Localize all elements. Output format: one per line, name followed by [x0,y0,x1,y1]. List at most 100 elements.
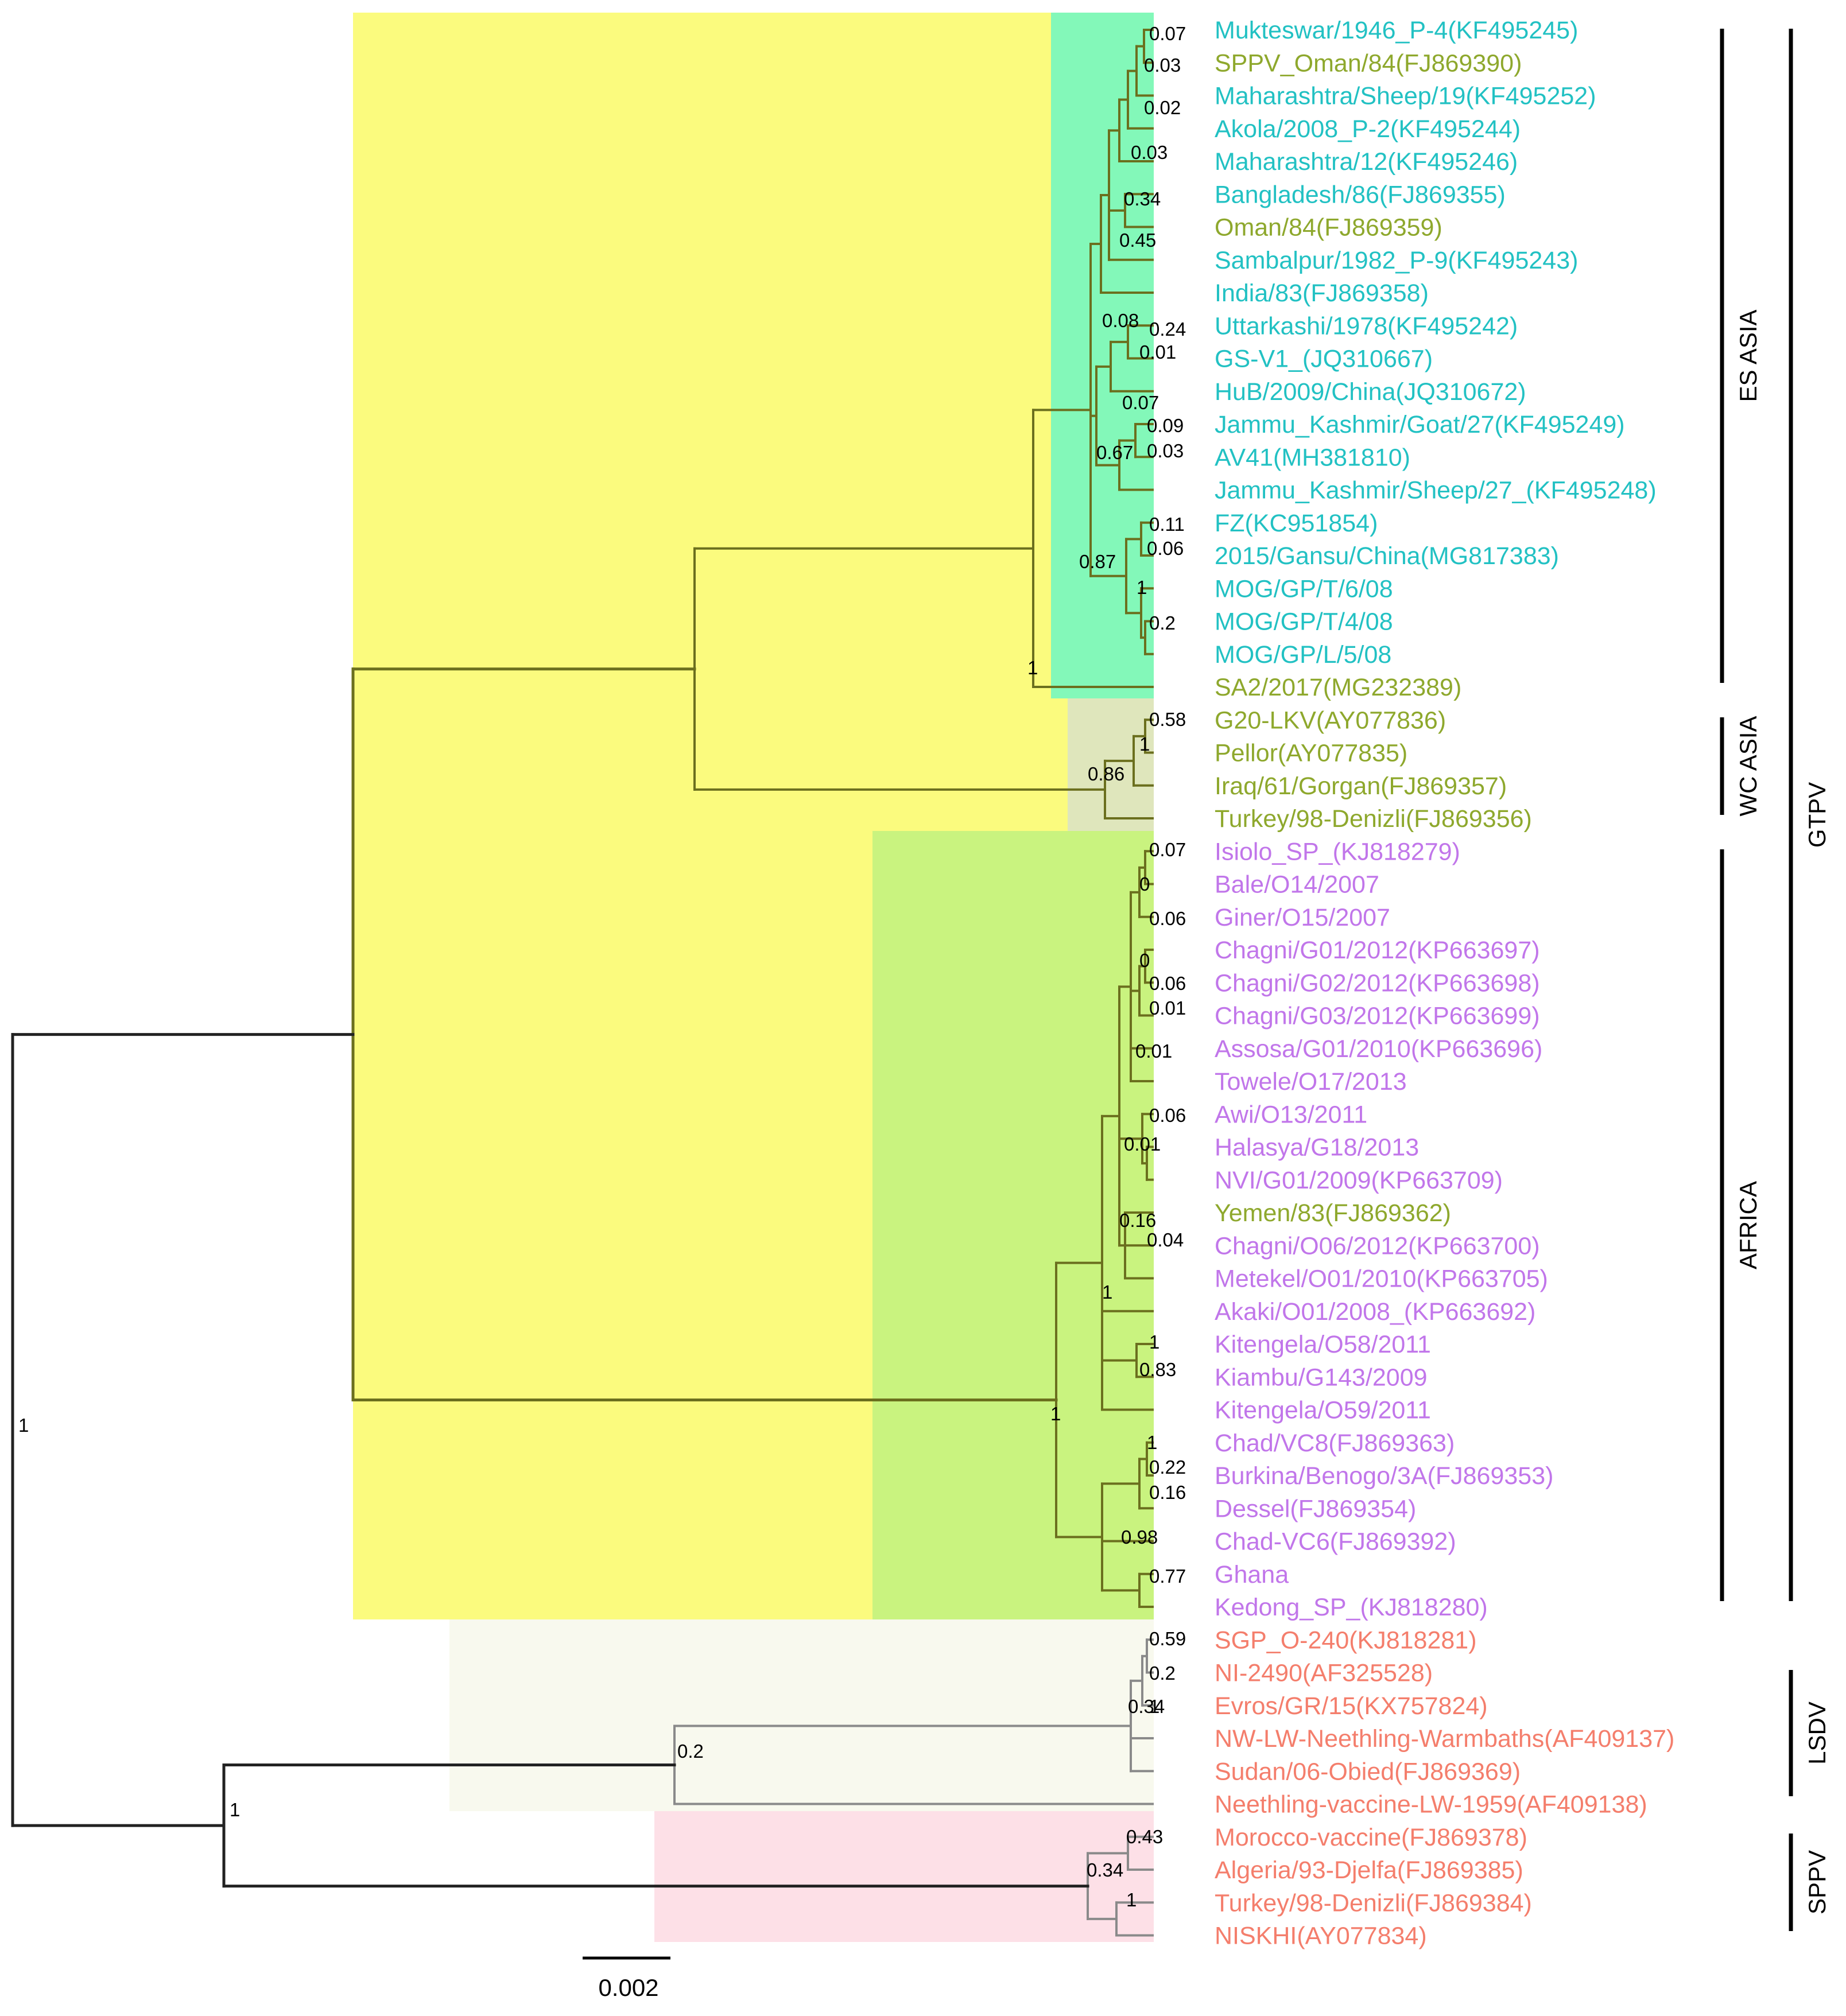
tip-label: Algeria/93-Djelfa(FJ869385) [1215,1856,1523,1884]
tip-label: NISKHI(AY077834) [1215,1922,1427,1950]
support-value: 0.59 [1149,1628,1186,1649]
support-value: 1 [1149,1696,1159,1717]
sppv-label: SPPV [1804,1850,1831,1914]
tip-label: Chagni/G01/2012(KP663697) [1215,937,1540,964]
tip-label: Chagni/G03/2012(KP663699) [1215,1003,1540,1030]
support-value: 0.03 [1144,55,1181,76]
tip-label: Oman/84(FJ869359) [1215,214,1442,242]
tip-label: Chad/VC8(FJ869363) [1215,1430,1455,1457]
tip-label: Evros/GR/15(KX757824) [1215,1692,1488,1720]
tip-label: HuB/2009/China(JQ310672) [1215,378,1526,406]
support-value: 0.67 [1096,442,1133,463]
support-value: 0.87 [1079,551,1116,572]
tip-label: Chagni/G02/2012(KP663698) [1215,969,1540,997]
support-value: 0.01 [1139,341,1176,363]
tip-label: Jammu_Kashmir/Goat/27(KF495249) [1215,411,1625,438]
tip-label: MOG/GP/L/5/08 [1215,641,1391,669]
tip-label: Maharashtra/12(KF495246) [1215,148,1518,176]
support-value: 0.58 [1149,709,1186,730]
support-values: 0.070.030.020.030.340.450.240.080.010.07… [18,23,1186,1910]
support-value: 0.34 [1124,188,1161,209]
tip-label: SA2/2017(MG232389) [1215,674,1461,701]
tip-label: Chad-VC6(FJ869392) [1215,1528,1456,1556]
support-value: 0.06 [1147,538,1184,559]
support-value: 0.02 [1144,97,1181,118]
support-value: 0.11 [1149,514,1185,535]
tip-label: Kedong_SP_(KJ818280) [1215,1594,1488,1621]
tip-label: Kitengela/O58/2011 [1215,1331,1431,1358]
tip-labels: Mukteswar/1946_P-4(KF495245) SPPV_Oman/84… [1215,17,1674,1950]
tip-label: MOG/GP/T/4/08 [1215,608,1393,636]
support-value: 0.08 [1102,310,1139,331]
tip-label: 2015/Gansu/China(MG817383) [1215,542,1559,570]
tip-label: Bale/O14/2007 [1215,871,1379,899]
clade-labels: ES ASIA WC ASIA AFRICA GTPV LSDV SPPV [1735,309,1831,1914]
support-value: 0.07 [1122,392,1159,413]
tip-label: India/83(FJ869358) [1215,279,1429,307]
gtpv-label: GTPV [1804,782,1831,848]
support-value: 1 [1102,1281,1112,1303]
support-value: 0.07 [1149,23,1186,44]
scale-bar-label: 0.002 [598,1974,658,2001]
support-value: 0.01 [1124,1133,1161,1155]
tip-label: Assosa/G01/2010(KP663696) [1215,1035,1542,1063]
support-value: 0.22 [1149,1456,1186,1478]
tip-label: NW-LW-Neethling-Warmbaths(AF409137) [1215,1725,1674,1753]
tip-label: Chagni/O06/2012(KP663700) [1215,1232,1540,1260]
support-value: 0.24 [1149,318,1186,340]
tree-branches [11,29,1154,1937]
es-asia-label: ES ASIA [1735,309,1762,402]
support-value: 0.16 [1149,1482,1186,1503]
tip-label: SPPV_Oman/84(FJ869390) [1215,49,1522,77]
support-value: 1 [1050,1403,1061,1424]
support-value: 0.06 [1149,1105,1186,1126]
support-value: 0.2 [1149,612,1176,634]
support-value: 0 [1139,950,1150,971]
tip-label: Sudan/06-Obied(FJ869369) [1215,1758,1521,1785]
support-value: 1 [1149,1331,1159,1353]
es-asia-background [1051,13,1154,698]
support-value: 0.83 [1139,1359,1176,1380]
support-value: 0.07 [1149,839,1186,860]
tip-label: Uttarkashi/1978(KF495242) [1215,312,1518,340]
tip-label: Neethling-vaccine-LW-1959(AF409138) [1215,1791,1647,1819]
support-value: 0.01 [1149,997,1186,1019]
tip-label: Jammu_Kashmir/Sheep/27_(KF495248) [1215,477,1657,504]
tip-label: Kiambu/G143/2009 [1215,1364,1428,1391]
tip-label: Bangladesh/86(FJ869355) [1215,181,1506,208]
support-value: 0.98 [1121,1526,1158,1548]
africa-label: AFRICA [1735,1181,1762,1269]
support-value: 1 [1139,733,1150,755]
tip-label: Iraq/61/Gorgan(FJ869357) [1215,772,1507,800]
tip-label: Turkey/98-Denizli(FJ869384) [1215,1889,1532,1917]
support-value: 1 [1137,577,1147,598]
support-value: 0 [1139,873,1150,895]
wc-asia-background [1068,698,1154,832]
tip-label: NVI/G01/2009(KP663709) [1215,1167,1503,1194]
support-value: 1 [18,1415,29,1436]
support-value: 0.2 [677,1741,704,1762]
support-value: 0.86 [1088,763,1124,784]
support-value: 0.45 [1119,230,1156,251]
support-value: 1 [230,1799,240,1820]
support-value: 1 [1027,657,1038,678]
tip-label: Yemen/83(FJ869362) [1215,1199,1451,1227]
support-value: 0.04 [1147,1229,1184,1250]
support-value: 0.34 [1087,1859,1123,1881]
support-value: 0.43 [1126,1826,1163,1847]
lsdv-background [449,1619,1154,1811]
tip-label: FZ(KC951854) [1215,510,1378,537]
tip-label: Sambalpur/1982_P-9(KF495243) [1215,247,1578,274]
tip-label: AV41(MH381810) [1215,444,1410,471]
support-value: 0.06 [1149,973,1186,994]
tip-label: G20-LKV(AY077836) [1215,706,1446,734]
tip-label: Ghana [1215,1561,1289,1588]
support-value: 1 [1126,1889,1137,1910]
scale-bar: 0.002 [583,1956,670,2001]
lsdv-label: LSDV [1804,1702,1831,1765]
tip-label: Burkina/Benogo/3A(FJ869353) [1215,1462,1553,1490]
wc-asia-label: WC ASIA [1735,716,1762,816]
tip-label: Giner/O15/2007 [1215,904,1390,931]
tip-label: Morocco-vaccine(FJ869378) [1215,1824,1527,1851]
